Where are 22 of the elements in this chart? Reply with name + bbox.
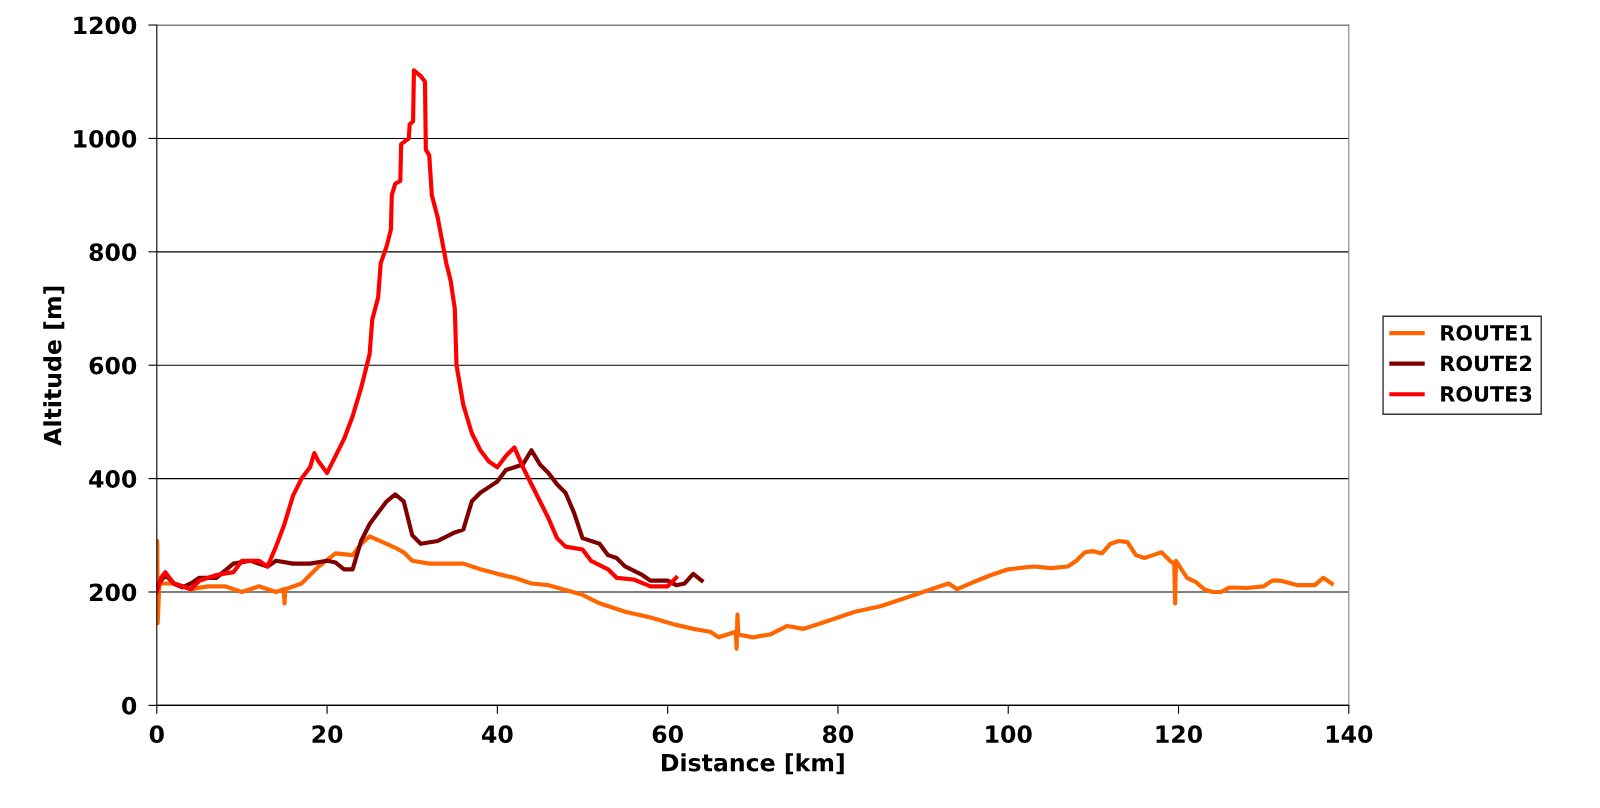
y-tick-label: 0 xyxy=(122,696,137,715)
x-tick-label: 100 xyxy=(986,725,1032,744)
y-tick-label: 400 xyxy=(89,470,137,488)
y-tick-label: 800 xyxy=(89,243,137,262)
x-tick-label: 40 xyxy=(482,725,513,744)
line-series xyxy=(156,534,1334,651)
x-tick-label: 0 xyxy=(149,725,164,744)
legend-label: ROUTE1 xyxy=(1441,324,1532,341)
x-axis-title: Distance [km] xyxy=(662,753,844,775)
y-tick-label: 600 xyxy=(89,356,137,375)
y-tick-label: 200 xyxy=(89,583,137,602)
x-tick-label: 60 xyxy=(652,725,683,744)
x-tick-label: 20 xyxy=(312,725,343,744)
legend-label: ROUTE3 xyxy=(1441,386,1532,402)
legend-label: ROUTE2 xyxy=(1441,355,1532,372)
x-tick-label: 120 xyxy=(1156,725,1203,744)
line-series xyxy=(156,68,679,595)
x-tick-label: 80 xyxy=(822,725,854,744)
y-axis-title: Altitude [m] xyxy=(43,286,65,446)
y-tick-label: 1200 xyxy=(74,16,137,35)
x-tick-label: 140 xyxy=(1326,725,1373,744)
y-tick-label: 1000 xyxy=(74,129,137,148)
